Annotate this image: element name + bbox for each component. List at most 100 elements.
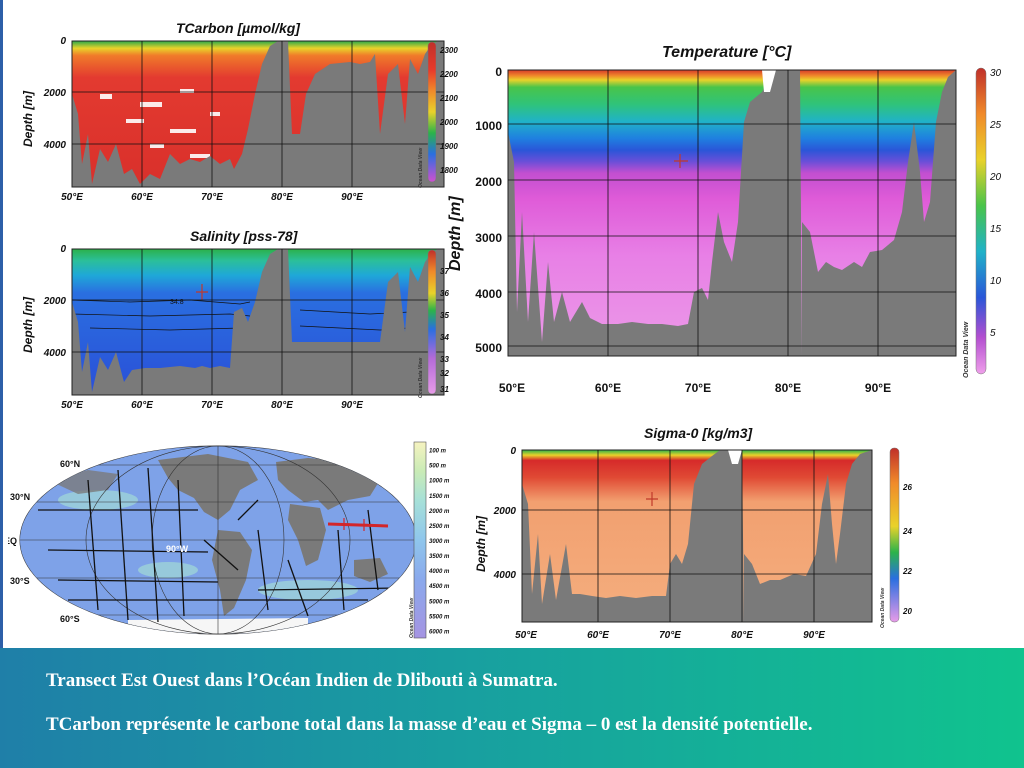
tcarbon-xtick: 90°E — [341, 192, 363, 203]
salinity-cbar-tick: 34 — [440, 333, 449, 342]
sigma0-xtick: 90°E — [803, 630, 825, 641]
temperature-ytick: 1000 — [475, 119, 502, 133]
salinity-ytick: 0 — [60, 244, 66, 255]
tcarbon-cbar-tick: 2100 — [439, 94, 458, 103]
map-lat-label: 60°N — [60, 459, 80, 469]
caption-line-1: Transect Est Ouest dans l’Océan Indien d… — [46, 670, 558, 691]
sigma0-title: Sigma-0 [kg/m3] — [644, 425, 753, 441]
depth-legend-label: 1000 m — [429, 479, 450, 485]
tcarbon-chart: 0 2000 4000 50°E 60°E 70°E 80°E 90°E — [43, 36, 445, 203]
depth-legend-label: 500 m — [429, 464, 447, 470]
temperature-xtick: 70°E — [685, 381, 711, 395]
depth-legend-label: 1500 m — [429, 494, 450, 500]
salinity-chart: 34.8 0 2000 4000 50°E 60°E 70°E 80°E 90°… — [43, 244, 445, 411]
salinity-cbar-tick: 33 — [440, 355, 449, 364]
temperature-title: Temperature [°C] — [662, 44, 792, 61]
depth-legend-label: 3000 m — [429, 539, 450, 545]
salinity-cbar-tick: 36 — [440, 289, 449, 298]
temperature-xtick: 50°E — [499, 381, 525, 395]
tcarbon-xtick: 70°E — [201, 192, 223, 203]
temperature-cbar-tick: 15 — [990, 224, 1002, 235]
temperature-ytick: 3000 — [475, 231, 502, 245]
salinity-contour-label: 34.8 — [170, 299, 184, 306]
depth-legend-label: 2500 m — [428, 524, 450, 530]
svg-text:Ocean Data View: Ocean Data View — [418, 357, 424, 398]
sigma0-ytick: 2000 — [493, 506, 517, 517]
temperature-xtick: 90°E — [865, 381, 891, 395]
salinity-xtick: 70°E — [201, 400, 223, 411]
depth-legend-label: 2000 m — [428, 509, 450, 515]
map-lon-label: 90°W — [166, 544, 189, 554]
salinity-title: Salinity [pss-78] — [190, 228, 298, 244]
temperature-cbar-tick: 20 — [989, 172, 1002, 183]
depth-legend-label: 3500 m — [429, 554, 450, 560]
tcarbon-xtick: 50°E — [61, 192, 83, 203]
sigma0-ytick: 4000 — [493, 570, 517, 581]
tcarbon-ytick: 4000 — [43, 140, 67, 151]
svg-text:Ocean Data View: Ocean Data View — [880, 587, 886, 628]
tcarbon-colorbar: 2300 2200 2100 2000 1900 1800 — [427, 41, 458, 183]
tcarbon-ytick: 2000 — [43, 88, 67, 99]
temperature-ytick: 2000 — [475, 175, 502, 189]
temperature-chart: 0 1000 2000 3000 4000 5000 50°E 60°E 70°… — [475, 65, 957, 395]
depth-legend-label: 4500 m — [428, 584, 450, 590]
tcarbon-title: TCarbon [µmol/kg] — [176, 20, 300, 36]
salinity-cbar-tick: 31 — [440, 385, 449, 394]
sigma0-ytick: 0 — [510, 446, 516, 457]
tcarbon-cbar-tick: 1800 — [440, 166, 458, 175]
temperature-cbar-tick: 30 — [990, 68, 1002, 79]
salinity-xtick: 80°E — [271, 400, 293, 411]
tcarbon-cbar-tick: 2300 — [439, 46, 458, 55]
tcarbon-watermark: Ocean Data View — [418, 147, 424, 188]
temperature-watermark: Ocean Data View — [963, 321, 970, 378]
caption-line-2: TCarbon représente le carbone total dans… — [46, 714, 813, 735]
svg-text:Ocean Data View: Ocean Data View — [409, 597, 415, 638]
map-depth-legend: 100 m 500 m 1000 m 1500 m 2000 m 2500 m 3000 m… — [413, 441, 450, 639]
sigma0-xtick: 80°E — [731, 630, 753, 641]
salinity-xtick: 50°E — [61, 400, 83, 411]
salinity-cbar-tick: 35 — [440, 311, 449, 320]
map-watermark: Ocean Data View — [409, 597, 415, 638]
temperature-cbar-tick: 10 — [990, 276, 1002, 287]
temperature-xtick: 60°E — [595, 381, 621, 395]
salinity-xtick: 60°E — [131, 400, 153, 411]
salinity-watermark: Ocean Data View — [418, 357, 424, 398]
world-map: 60°N 30°N EQ 30°S 60°S 90°W — [8, 445, 417, 635]
sigma0-watermark: Ocean Data View — [880, 587, 886, 628]
sigma0-xtick: 70°E — [659, 630, 681, 641]
map-lat-label: EQ — [8, 536, 17, 546]
sigma0-xtick: 50°E — [515, 630, 537, 641]
map-lat-label: 60°S — [60, 614, 80, 624]
sigma0-cbar-tick: 26 — [902, 483, 912, 492]
sigma0-colorbar: 26 24 22 20 — [889, 447, 912, 623]
salinity-ytick: 2000 — [43, 296, 67, 307]
salinity-colorbar: 37 36 35 34 33 32 31 — [427, 249, 449, 395]
depth-legend-label: 5500 m — [429, 614, 450, 620]
salinity-cbar-tick: 37 — [440, 267, 449, 276]
depth-legend-label: 5000 m — [429, 599, 450, 605]
temperature-xtick: 80°E — [775, 381, 801, 395]
depth-legend-label: 6000 m — [429, 629, 450, 635]
sigma0-chart: 0 2000 4000 50°E 60°E 70°E 80°E 90°E — [493, 446, 873, 641]
salinity-cbar-tick: 32 — [440, 369, 449, 378]
sigma0-cbar-tick: 22 — [902, 567, 912, 576]
temperature-colorbar: 30 25 20 15 10 5 — [975, 67, 1002, 375]
map-lat-label: 30°S — [10, 576, 30, 586]
tcarbon-cbar-tick: 2000 — [439, 118, 458, 127]
temperature-ytick: 4000 — [475, 287, 502, 301]
salinity-xtick: 90°E — [341, 400, 363, 411]
tcarbon-ytick: 0 — [60, 36, 66, 47]
svg-text:Ocean Data View: Ocean Data View — [418, 147, 424, 188]
sigma0-cbar-tick: 24 — [902, 527, 912, 536]
sigma0-cbar-tick: 20 — [902, 607, 912, 616]
tcarbon-xtick: 80°E — [271, 192, 293, 203]
temperature-cbar-tick: 25 — [989, 120, 1002, 131]
depth-legend-label: 100 m — [429, 449, 447, 455]
temperature-cbar-tick: 5 — [990, 328, 996, 339]
map-lat-label: 30°N — [10, 492, 30, 502]
caption-banner: Transect Est Ouest dans l’Océan Indien d… — [0, 648, 1024, 768]
tcarbon-cbar-tick: 2200 — [439, 70, 458, 79]
sigma0-xtick: 60°E — [587, 630, 609, 641]
slide-border — [0, 0, 3, 648]
